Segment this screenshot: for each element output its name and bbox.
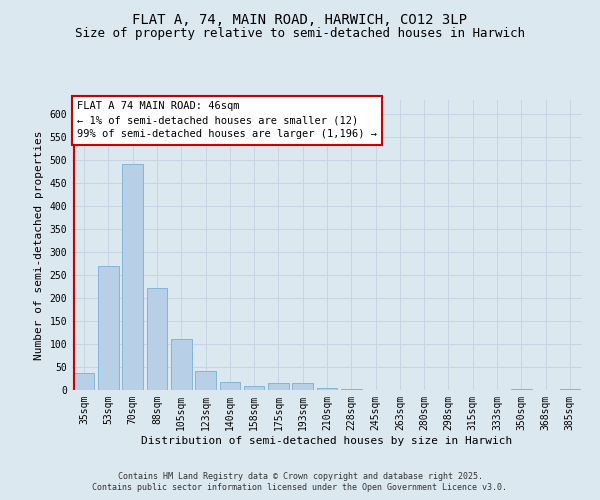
Text: Size of property relative to semi-detached houses in Harwich: Size of property relative to semi-detach… [75,28,525,40]
Bar [171,340,191,390]
Bar [220,382,240,390]
Bar [195,370,216,390]
X-axis label: Distribution of semi-detached houses by size in Harwich: Distribution of semi-detached houses by … [142,436,512,446]
Bar [341,389,362,390]
Bar [268,383,289,390]
Bar [146,288,167,390]
Bar [122,164,143,390]
Text: FLAT A 74 MAIN ROAD: 46sqm
← 1% of semi-detached houses are smaller (12)
99% of : FLAT A 74 MAIN ROAD: 46sqm ← 1% of semi-… [77,102,377,140]
Bar [317,388,337,390]
Text: FLAT A, 74, MAIN ROAD, HARWICH, CO12 3LP: FLAT A, 74, MAIN ROAD, HARWICH, CO12 3LP [133,12,467,26]
Bar [98,266,119,390]
Bar [560,388,580,390]
Bar [292,383,313,390]
Text: Contains HM Land Registry data © Crown copyright and database right 2025.
Contai: Contains HM Land Registry data © Crown c… [92,472,508,492]
Bar [511,388,532,390]
Y-axis label: Number of semi-detached properties: Number of semi-detached properties [34,130,44,360]
Bar [74,373,94,390]
Bar [244,386,265,390]
